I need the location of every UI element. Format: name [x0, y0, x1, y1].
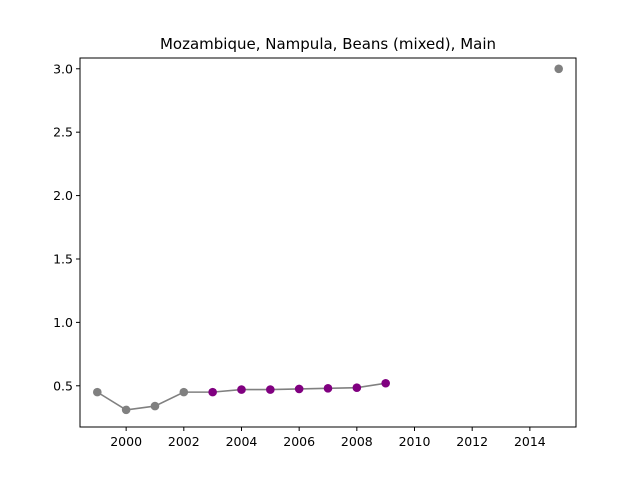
- y-tick-label: 1.0: [53, 315, 73, 330]
- y-tick-label: 2.0: [53, 188, 73, 203]
- x-tick-label: 2014: [514, 434, 546, 449]
- data-point: [323, 384, 333, 393]
- data-point: [237, 385, 246, 394]
- y-tick-label: 2.5: [53, 125, 73, 140]
- data-point: [150, 401, 160, 411]
- data-point: [266, 385, 275, 394]
- plot-area: 2000 2002 2004 2006 2008 2010 2012 2014 0.5 1.0 1.…: [53, 57, 577, 449]
- data-point: [352, 383, 362, 392]
- x-tick-label: 2008: [341, 434, 373, 449]
- y-tick-label: 1.5: [53, 251, 73, 266]
- x-tick-label: 2006: [283, 434, 315, 449]
- data-point: [121, 405, 131, 415]
- data-point: [93, 387, 102, 397]
- y-tick-label: 0.5: [53, 378, 73, 393]
- x-tick-label: 2002: [168, 434, 200, 449]
- data-point: [381, 378, 390, 388]
- x-tick-label: 2000: [110, 434, 142, 449]
- x-tick-label: 2010: [399, 434, 431, 449]
- x-tick-label: 2004: [226, 434, 258, 449]
- data-point: [294, 384, 304, 394]
- y-tick-label: 3.0: [53, 61, 73, 76]
- x-tick-label: 2012: [456, 434, 488, 449]
- data-point: [554, 64, 563, 74]
- data-point: [208, 387, 217, 397]
- axes-frame: [79, 57, 577, 428]
- chart-title: Mozambique, Nampula, Beans (mixed), Main: [160, 35, 496, 53]
- data-point: [179, 387, 189, 397]
